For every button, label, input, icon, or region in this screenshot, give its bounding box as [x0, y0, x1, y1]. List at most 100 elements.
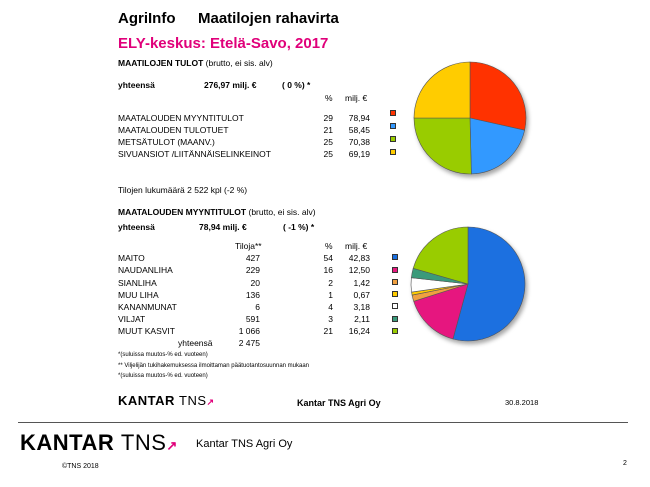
income-legend-swatch — [390, 149, 396, 155]
sales-row-label: MUUT KASVIT — [118, 326, 175, 336]
income-total-change: ( 0 %) * — [282, 80, 311, 90]
sales-row-label: MAITO — [118, 253, 145, 263]
header-subtitle: ELY-keskus: Etelä-Savo, 2017 — [118, 35, 329, 52]
footer-company: Kantar TNS Agri Oy — [196, 438, 293, 450]
sales-legend-swatch — [392, 267, 398, 273]
sales-col-farms: Tiloja** — [235, 241, 262, 251]
sales-row-label: KANANMUNAT — [118, 302, 177, 312]
sales-legend-swatch — [392, 254, 398, 260]
inner-logo-kantar: KANTAR — [118, 393, 175, 408]
sales-row-eur: 3,18 — [353, 302, 370, 312]
footer-kantar-logo: KANTAR TNS↗ — [20, 430, 178, 456]
sales-pie-slice — [452, 226, 526, 342]
income-row-pct: 25 — [323, 149, 333, 159]
sales-row-label: MUU LIHA — [118, 290, 159, 300]
sales-pie-slice — [413, 283, 469, 340]
sales-row-eur: 2,11 — [354, 314, 370, 324]
inner-kantar-logo: KANTAR TNS↗ — [118, 393, 215, 408]
income-row-eur: 78,94 — [348, 113, 370, 123]
income-legend-swatch — [390, 110, 396, 116]
income-pie-slice — [413, 117, 472, 175]
header-title-left: AgriInfo — [118, 10, 176, 27]
income-row-eur: 69,19 — [348, 149, 370, 159]
sales-pie-slice — [412, 226, 469, 285]
sales-row-farms: 427 — [245, 253, 260, 263]
income-row-label: SIVUANSIOT /LIITÄNNÄISELINKEINOT — [118, 149, 271, 159]
sales-row-pct: 2 — [328, 278, 333, 288]
footer-divider — [18, 422, 628, 423]
sales-pie-chart — [410, 226, 526, 342]
sales-heading: MAATALOUDEN MYYNTITULOT (brutto, ei sis.… — [118, 207, 316, 217]
income-col-pct: % — [325, 93, 333, 103]
income-total-label: yhteensä — [118, 80, 155, 90]
sales-row-farms: 229 — [245, 265, 260, 275]
footer-logo-kantar: KANTAR — [20, 430, 115, 455]
inner-logo-tns: TNS — [179, 393, 207, 408]
sales-row-eur: 12,50 — [348, 265, 370, 275]
inner-company: Kantar TNS Agri Oy — [297, 398, 381, 408]
income-pie-chart — [413, 61, 527, 175]
income-row-label: MAATALOUDEN TULOTUET — [118, 125, 229, 135]
footer-logo-arrow-icon: ↗ — [166, 438, 178, 453]
sales-row-farms: 136 — [245, 290, 260, 300]
sales-sum-farms: 2 475 — [238, 338, 260, 348]
sales-total-change: ( -1 %) * — [283, 222, 315, 232]
inner-logo-arrow-icon: ↗ — [206, 397, 215, 407]
sales-row-eur: 1,42 — [353, 278, 370, 288]
income-row-eur: 70,38 — [348, 137, 370, 147]
inner-date: 30.8.2018 — [505, 398, 539, 407]
footer-copyright: ©TNS 2018 — [62, 463, 99, 470]
sales-row-farms: 591 — [245, 314, 260, 324]
sales-row-pct: 21 — [323, 326, 333, 336]
sales-legend-swatch — [392, 328, 398, 334]
sales-row-eur: 16,24 — [348, 326, 370, 336]
income-row-label: METSÄTULOT (MAANV.) — [118, 137, 215, 147]
footnote-1: *(suluissa muutos-% ed. vuoteen) — [118, 352, 208, 358]
sales-row-eur: 0,67 — [353, 290, 370, 300]
farm-count: Tilojen lukumäärä 2 522 kpl (-2 %) — [118, 185, 248, 195]
sales-row-farms: 1 066 — [238, 326, 260, 336]
footer-logo-tns: TNS — [120, 430, 167, 455]
sales-legend-swatch — [392, 291, 398, 297]
sales-heading-normal: (brutto, ei sis. alv) — [246, 207, 316, 217]
income-row-label: MAATALOUDEN MYYNTITULOT — [118, 113, 244, 123]
sales-legend-swatch — [392, 279, 398, 285]
footnote-3: *(suluissa muutos-% ed. vuoteen) — [118, 373, 208, 379]
income-total-value: 276,97 milj. € — [204, 80, 257, 90]
sales-legend-swatch — [392, 316, 398, 322]
income-row-eur: 58,45 — [348, 125, 370, 135]
sales-sum-label: yhteensä — [178, 338, 213, 348]
income-heading-bold: MAATILOJEN TULOT — [118, 58, 204, 68]
income-legend-swatch — [390, 123, 396, 129]
sales-col-eur: milj. € — [345, 241, 368, 251]
sales-row-farms: 20 — [250, 278, 260, 288]
income-row-pct: 29 — [323, 113, 333, 123]
sales-row-pct: 3 — [328, 314, 333, 324]
sales-row-label: VILJAT — [118, 314, 146, 324]
income-col-eur: milj. € — [345, 93, 368, 103]
income-legend-swatch — [390, 136, 396, 142]
page-number: 2 — [623, 460, 627, 467]
sales-row-pct: 1 — [328, 290, 333, 300]
sales-row-pct: 54 — [323, 253, 333, 263]
footnote-2: ** Viljelijän tukihakemuksessa ilmoittam… — [118, 363, 310, 369]
sales-heading-bold: MAATALOUDEN MYYNTITULOT — [118, 207, 247, 217]
sales-total-label: yhteensä — [118, 222, 155, 232]
sales-legend-swatch — [392, 303, 398, 309]
sales-row-label: NAUDANLIHA — [118, 265, 173, 275]
sales-row-label: SIANLIHA — [118, 278, 157, 288]
sales-row-pct: 4 — [328, 302, 333, 312]
income-heading: MAATILOJEN TULOT (brutto, ei sis. alv) — [118, 58, 273, 68]
sales-col-pct: % — [325, 241, 333, 251]
income-row-pct: 25 — [323, 137, 333, 147]
income-pie-slice — [413, 61, 471, 119]
sales-total-value: 78,94 milj. € — [199, 222, 247, 232]
sales-row-farms: 6 — [255, 302, 260, 312]
income-heading-normal: (brutto, ei sis. alv) — [203, 58, 273, 68]
income-row-pct: 21 — [323, 125, 333, 135]
sales-row-pct: 16 — [323, 265, 333, 275]
sales-row-eur: 42,83 — [348, 253, 370, 263]
header-title-right: Maatilojen rahavirta — [198, 10, 339, 27]
income-pie-slice — [469, 117, 526, 175]
income-pie-slice — [469, 61, 527, 131]
